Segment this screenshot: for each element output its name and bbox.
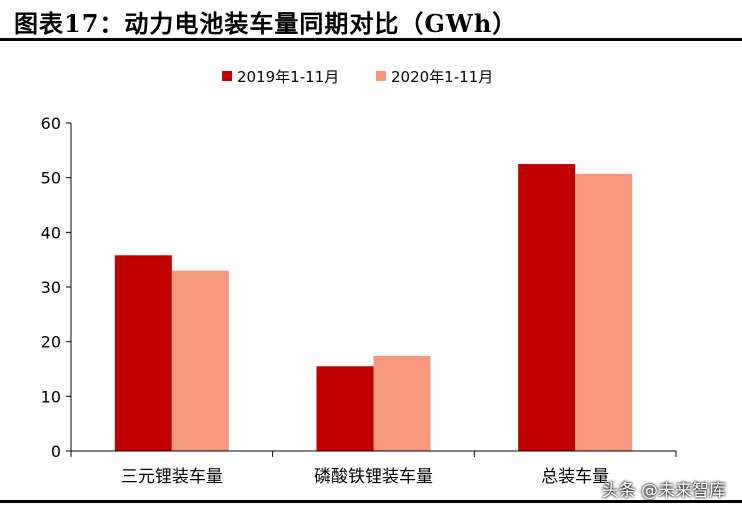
legend-label-2019: 2019年1-11月 [237, 67, 340, 86]
legend-label-2020: 2020年1-11月 [391, 67, 494, 86]
watermark-text: 头条 @未来智库 [601, 481, 726, 501]
chart-legend: 2019年1-11月 2020年1-11月 [0, 64, 742, 88]
bar-2019-1 [316, 366, 374, 451]
y-tick-label-2: 20 [41, 333, 61, 352]
y-tick-label-5: 50 [41, 169, 61, 188]
bar-2020-0 [171, 270, 229, 451]
x-tick-label-0: 三元锂装车量 [121, 467, 223, 487]
x-tick-label-2: 总装车量 [541, 467, 609, 487]
bottom-rule [0, 500, 742, 503]
y-tick-label-0: 0 [51, 442, 61, 461]
y-tick-label-6: 60 [41, 114, 61, 133]
title-rule [0, 38, 742, 41]
x-tick-label-1: 磷酸铁锂装车量 [314, 467, 433, 487]
bar-2019-2 [518, 164, 576, 451]
legend-swatch-2019 [222, 71, 232, 81]
bar-2019-0 [114, 255, 172, 451]
bar-2020-1 [373, 355, 431, 451]
y-tick-label-4: 40 [41, 223, 61, 242]
y-tick-label-3: 30 [41, 278, 61, 297]
legend-item-2020: 2020年1-11月 [376, 64, 493, 88]
page-title: 图表17：动力电池装车量同期对比（GWh） [14, 9, 518, 38]
y-tick-label-1: 10 [41, 387, 61, 406]
bar-2020-2 [575, 173, 633, 451]
legend-item-2019: 2019年1-11月 [222, 64, 339, 88]
legend-swatch-2020 [376, 71, 386, 81]
